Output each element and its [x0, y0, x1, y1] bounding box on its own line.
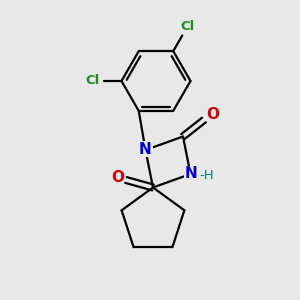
Text: N: N	[185, 167, 197, 182]
Text: N: N	[139, 142, 152, 157]
Text: O: O	[111, 169, 124, 184]
Text: -H: -H	[200, 169, 214, 182]
Text: Cl: Cl	[180, 20, 195, 33]
Text: O: O	[206, 107, 219, 122]
Text: Cl: Cl	[85, 74, 99, 88]
